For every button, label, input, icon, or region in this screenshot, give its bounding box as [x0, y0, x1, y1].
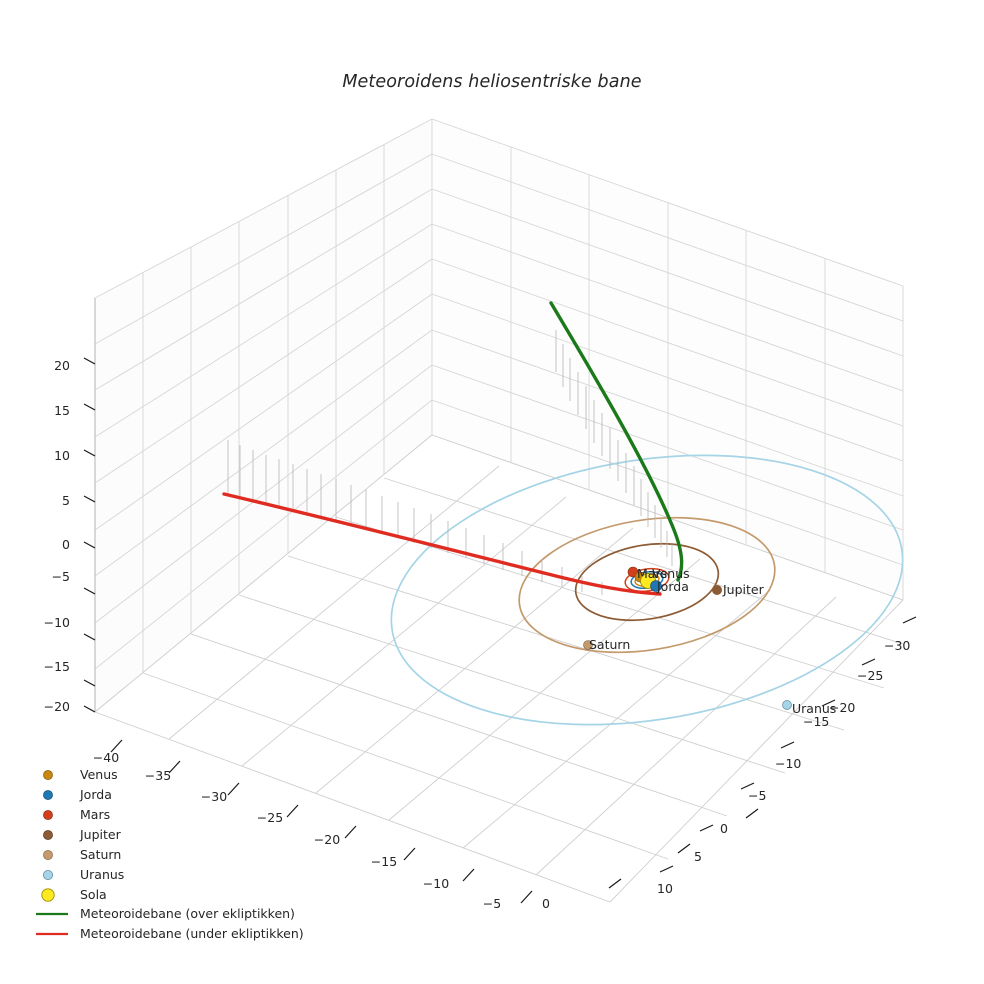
- z-tick: 0: [62, 537, 70, 552]
- z-axis: 20 15 10 5 0 −5 −10 −15 −20: [44, 298, 96, 714]
- planet-orbits: [390, 454, 904, 726]
- annotation-mars: Mars: [637, 566, 667, 581]
- legend-label-uranus: Uranus: [80, 867, 124, 882]
- legend-label-saturn: Saturn: [80, 847, 121, 862]
- orbit-saturn: [518, 516, 776, 654]
- x-tick: −30: [201, 789, 227, 804]
- y-tick: −30: [884, 638, 910, 653]
- z-tick: 15: [54, 403, 70, 418]
- dropline-group-below: [227, 440, 603, 595]
- z-tick: −5: [52, 569, 70, 584]
- z-tick-labels: 20 15 10 5 0 −5 −10 −15 −20: [44, 358, 70, 714]
- legend-marker-venus: [43, 770, 53, 780]
- y-axis: 0 −5 −10 −15 −20 −25 −30: [659, 616, 917, 873]
- body-annotations: Mars Venus Jorda Jupiter Saturn Uranus: [589, 566, 836, 716]
- z-tick: 5: [62, 493, 70, 508]
- legend: Venus Jorda Mars Jupiter Saturn Uranus S…: [36, 767, 304, 941]
- x-tick: −40: [93, 750, 119, 765]
- marker-jupiter: [712, 585, 722, 595]
- y-tick: −15: [803, 714, 829, 729]
- legend-marker-saturn: [43, 850, 53, 860]
- pane-right-wall: [431, 118, 904, 601]
- legend-label-below: Meteoroidebane (under ekliptikken): [80, 926, 304, 941]
- y-tick: −5: [748, 788, 766, 803]
- z-tick: −10: [44, 615, 70, 630]
- x-tick: −10: [423, 876, 449, 891]
- x-axis: −40 −35 −30 −25 −20 −15 −10 −5 0 5 10: [93, 739, 759, 911]
- legend-marker-sola: [41, 888, 55, 902]
- legend-marker-jupiter: [43, 830, 53, 840]
- page-title: Meteoroidens heliosentriske bane: [342, 72, 642, 92]
- y-tick: −25: [857, 668, 883, 683]
- legend-label-venus: Venus: [80, 767, 118, 782]
- orbit-uranus: [390, 454, 904, 726]
- annotation-venus: Venus: [652, 566, 690, 581]
- legend-label-sola: Sola: [80, 887, 107, 902]
- legend-marker-uranus: [43, 870, 54, 881]
- x-tick: 10: [657, 881, 673, 896]
- legend-label-mars: Mars: [80, 807, 110, 822]
- annotation-saturn: Saturn: [589, 637, 630, 652]
- legend-label-jupiter: Jupiter: [79, 827, 122, 842]
- y-tick: −10: [775, 756, 801, 771]
- trajectory-above-ecliptic: [549, 301, 684, 582]
- z-tick: 10: [54, 448, 70, 463]
- x-tick: −25: [257, 810, 283, 825]
- annotation-jorda: Jorda: [656, 579, 689, 594]
- legend-marker-mars: [43, 810, 53, 820]
- marker-saturn: [583, 640, 593, 650]
- x-tick: 5: [694, 849, 702, 864]
- marker-jorda: [650, 580, 662, 592]
- trajectory-below-ecliptic: [222, 492, 662, 596]
- z-tick: −15: [44, 659, 70, 674]
- orbit-mars: [624, 567, 670, 593]
- orbit-jupiter: [574, 542, 720, 622]
- y-tick: 0: [720, 821, 728, 836]
- x-tick: 0: [542, 896, 550, 911]
- dropline-group-above: [555, 330, 673, 566]
- annotation-jupiter: Jupiter: [722, 582, 765, 597]
- legend-label-above: Meteoroidebane (over ekliptikken): [80, 906, 295, 921]
- x-tick: −35: [145, 768, 171, 783]
- body-markers: [583, 566, 792, 710]
- x-tick: −5: [483, 896, 501, 911]
- legend-label-jorda: Jorda: [79, 787, 112, 802]
- legend-marker-jorda: [43, 790, 53, 800]
- y-tick: −20: [829, 700, 855, 715]
- x-tick: −20: [314, 832, 340, 847]
- z-tick: −20: [44, 699, 70, 714]
- marker-uranus: [782, 700, 792, 710]
- x-tick: −15: [371, 854, 397, 869]
- z-tick: 20: [54, 358, 70, 373]
